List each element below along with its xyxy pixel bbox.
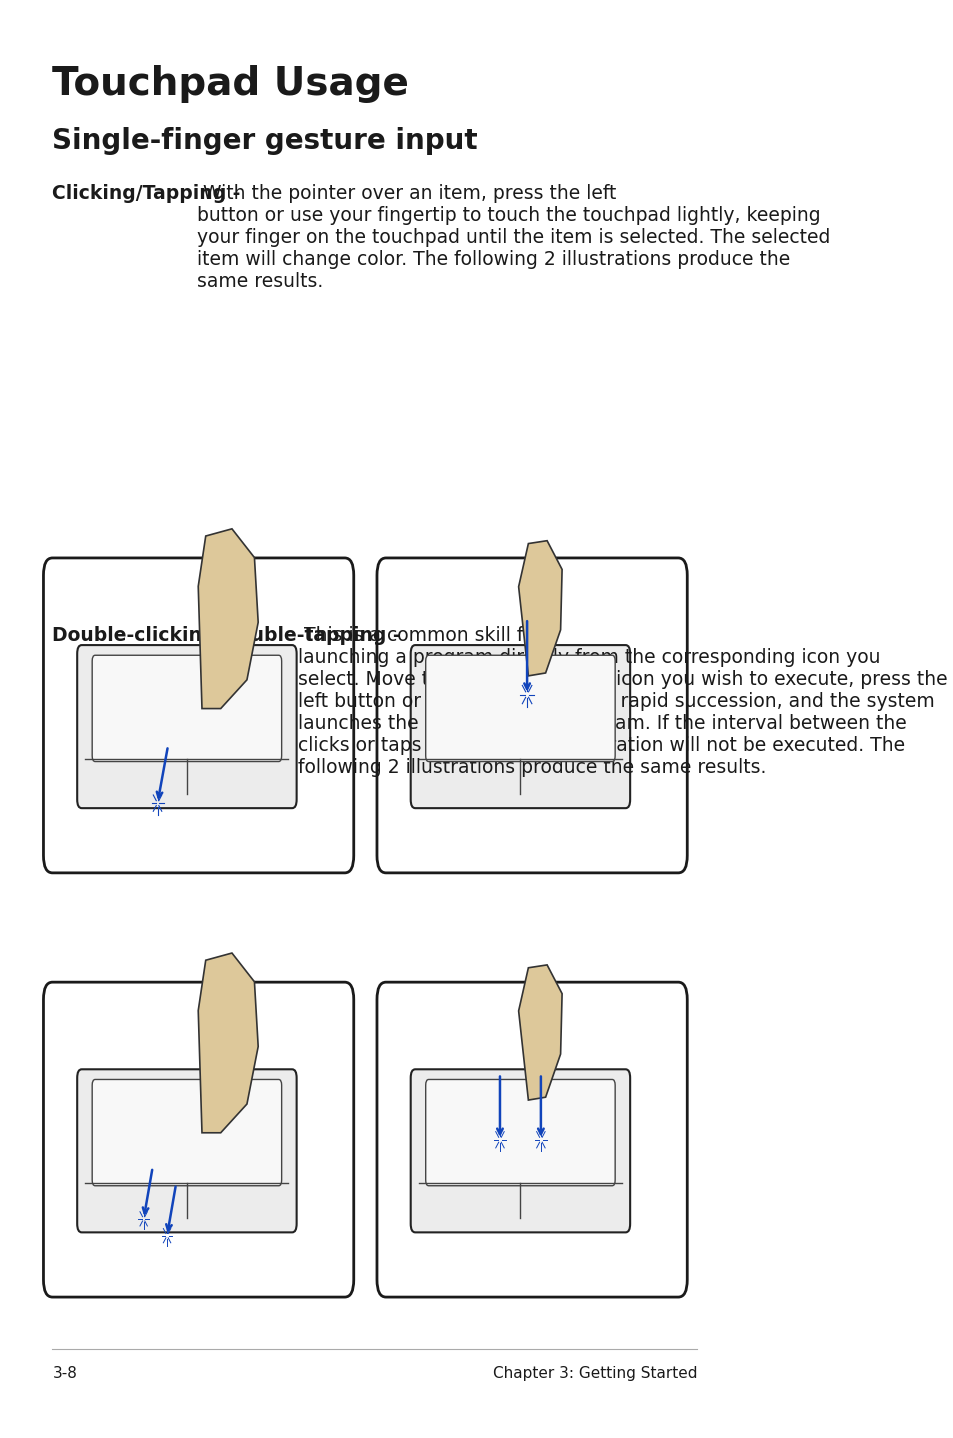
FancyBboxPatch shape: [92, 656, 281, 762]
FancyBboxPatch shape: [425, 656, 615, 762]
Text: 3-8: 3-8: [52, 1366, 77, 1380]
Text: Single-finger gesture input: Single-finger gesture input: [52, 127, 477, 154]
FancyBboxPatch shape: [425, 1080, 615, 1186]
Polygon shape: [198, 953, 258, 1133]
FancyBboxPatch shape: [77, 646, 296, 808]
FancyBboxPatch shape: [92, 1080, 281, 1186]
FancyBboxPatch shape: [44, 982, 354, 1297]
Text: Touchpad Usage: Touchpad Usage: [52, 65, 409, 102]
Polygon shape: [198, 529, 258, 709]
Text: Chapter 3: Getting Started: Chapter 3: Getting Started: [492, 1366, 697, 1380]
FancyBboxPatch shape: [411, 1070, 630, 1232]
FancyBboxPatch shape: [376, 558, 686, 873]
Polygon shape: [518, 541, 561, 676]
Text: Double-clicking/Double-tapping -: Double-clicking/Double-tapping -: [52, 626, 400, 644]
FancyBboxPatch shape: [411, 646, 630, 808]
Text: With the pointer over an item, press the left
button or use your fingertip to to: With the pointer over an item, press the…: [197, 184, 830, 290]
Text: Clicking/Tapping -: Clicking/Tapping -: [52, 184, 240, 203]
Text: This is a common skill for
launching a program directly from the corresponding i: This is a common skill for launching a p…: [298, 626, 947, 777]
Polygon shape: [518, 965, 561, 1100]
FancyBboxPatch shape: [44, 558, 354, 873]
FancyBboxPatch shape: [77, 1070, 296, 1232]
FancyBboxPatch shape: [376, 982, 686, 1297]
